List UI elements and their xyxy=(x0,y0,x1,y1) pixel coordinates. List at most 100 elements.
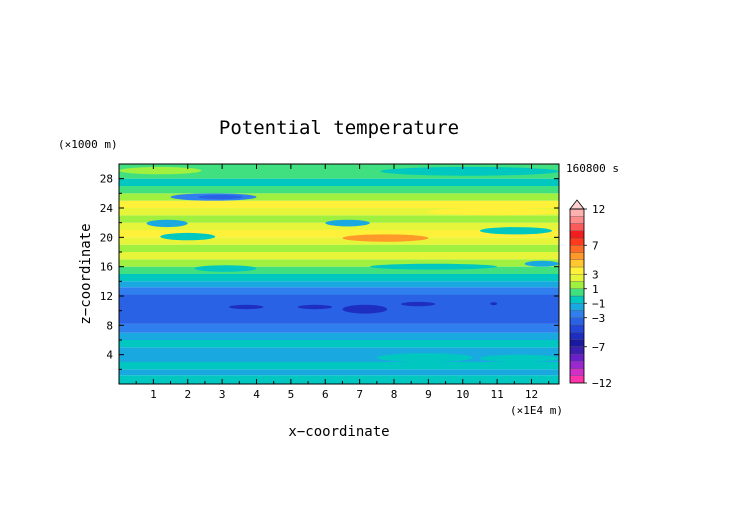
colorbar-swatch xyxy=(569,216,585,224)
heatmap-band-5 xyxy=(119,332,559,340)
heatmap-band-1 xyxy=(119,369,559,376)
heatmap-band-11 xyxy=(119,266,559,274)
heatmap-feature-8 xyxy=(194,265,257,272)
colorbar-swatch xyxy=(569,281,585,289)
x-tick-label: 7 xyxy=(356,388,363,401)
x-tick-label: 3 xyxy=(219,388,226,401)
heatmap-band-8 xyxy=(119,287,559,295)
x-tick-label: 10 xyxy=(456,388,469,401)
heatmap-band-7 xyxy=(119,294,559,324)
colorbar-swatch xyxy=(569,295,585,304)
time-label: 160800 s xyxy=(566,162,619,175)
heatmap-feature-10 xyxy=(524,260,559,267)
heatmap-feature-2 xyxy=(146,219,188,228)
y-tick-label: 20 xyxy=(100,231,113,244)
x-axis-unit: (×1E4 m) xyxy=(510,404,563,417)
heatmap-feature-16 xyxy=(376,353,474,362)
heatmap-band-4 xyxy=(119,340,559,348)
colorbar-swatch xyxy=(569,259,585,268)
x-tick-label: 6 xyxy=(322,388,329,401)
x-tick-label: 1 xyxy=(150,388,157,401)
colorbar-swatch xyxy=(569,361,585,369)
heatmap-feature-18 xyxy=(380,166,559,176)
heatmap-feature-15 xyxy=(490,302,498,306)
heatmap-feature-17 xyxy=(479,354,559,363)
heatmap-feature-5 xyxy=(479,227,553,235)
heatmap-band-10 xyxy=(119,274,559,282)
heatmap-feature-7 xyxy=(428,208,559,216)
x-axis: 1 2 3 4 5 6 7 8 9 10 11 12 xyxy=(135,164,550,401)
colorbar-top-arrow xyxy=(569,199,585,210)
heatmap-feature-9 xyxy=(369,263,498,270)
colorbar-label: −1 xyxy=(592,297,605,310)
colorbar-label: 7 xyxy=(592,239,599,252)
colorbar-swatch xyxy=(569,266,585,275)
heatmap-feature-11 xyxy=(229,304,264,310)
heatmap-band-12 xyxy=(119,259,559,267)
x-tick-label: 4 xyxy=(253,388,260,401)
x-tick-label: 11 xyxy=(491,388,504,401)
colorbar-swatch xyxy=(569,324,585,333)
heatmap-feature-1 xyxy=(198,194,243,200)
colorbar-swatch xyxy=(569,310,585,318)
colorbar-swatch xyxy=(569,339,585,347)
colorbar-swatch xyxy=(569,368,585,376)
heatmap-band-9 xyxy=(119,281,559,288)
colorbar-swatch xyxy=(569,375,585,384)
heatmap-band-23 xyxy=(119,178,559,186)
heatmap-band-15 xyxy=(119,237,559,245)
chart-title: Potential temperature xyxy=(219,117,459,139)
colorbar-swatch xyxy=(569,332,585,340)
x-tick-label: 2 xyxy=(184,388,191,401)
colorbar-swatch xyxy=(569,288,585,297)
heatmap-feature-6 xyxy=(342,234,429,242)
colorbar-label: 12 xyxy=(592,203,605,216)
y-axis-label: z−coordinate xyxy=(78,223,94,324)
x-tick-label: 8 xyxy=(391,388,398,401)
colorbar-label: −3 xyxy=(592,312,605,325)
y-tick-label: 24 xyxy=(100,202,114,215)
colorbar-swatch xyxy=(569,317,585,326)
y-tick-label: 16 xyxy=(100,261,113,274)
colorbar: 12 7 3 1−1 −3 −7 −12 xyxy=(569,199,612,390)
colorbar-swatch xyxy=(569,274,585,282)
heatmap-band-22 xyxy=(119,186,559,194)
colorbar-swatch xyxy=(569,245,585,253)
heatmap-feature-14 xyxy=(400,301,436,307)
x-tick-label: 12 xyxy=(525,388,538,401)
colorbar-label: −7 xyxy=(592,341,605,354)
heatmap-band-18 xyxy=(119,215,559,223)
colorbar-swatch xyxy=(569,223,585,231)
colorbar-swatch xyxy=(569,353,585,362)
heatmap-band-20 xyxy=(119,200,559,208)
heatmap-band-19 xyxy=(119,208,559,216)
heatmap-band-13 xyxy=(119,252,559,260)
heatmap-feature-3 xyxy=(325,219,370,227)
colorbar-frame xyxy=(569,208,585,384)
colorbar-swatch xyxy=(569,346,585,355)
x-tick-label: 5 xyxy=(288,388,295,401)
heatmap-feature-13 xyxy=(342,304,388,314)
x-axis-label: x−coordinate xyxy=(288,424,389,440)
colorbar-swatch xyxy=(569,208,585,217)
plot-frame xyxy=(118,163,560,385)
heatmap-band-16 xyxy=(119,230,559,238)
y-tick-label: 12 xyxy=(100,290,113,303)
y-tick-label: 4 xyxy=(106,349,113,362)
plot-area xyxy=(119,164,559,384)
y-tick-label: 28 xyxy=(100,173,113,186)
heatmap-band-14 xyxy=(119,244,559,252)
heatmap-band-0 xyxy=(119,375,559,384)
heatmap-band-17 xyxy=(119,222,559,230)
heatmap-feature-4 xyxy=(160,232,216,241)
heatmap-band-2 xyxy=(119,362,559,370)
x-tick-label: 9 xyxy=(425,388,432,401)
y-tick-label: 8 xyxy=(106,319,113,332)
colorbar-label: 1 xyxy=(592,283,599,296)
heatmap-band-21 xyxy=(119,193,559,201)
heatmap-feature-19 xyxy=(119,166,202,175)
colorbar-label: −12 xyxy=(592,377,612,390)
colorbar-swatch xyxy=(569,303,585,311)
colorbar-swatch xyxy=(569,252,585,260)
